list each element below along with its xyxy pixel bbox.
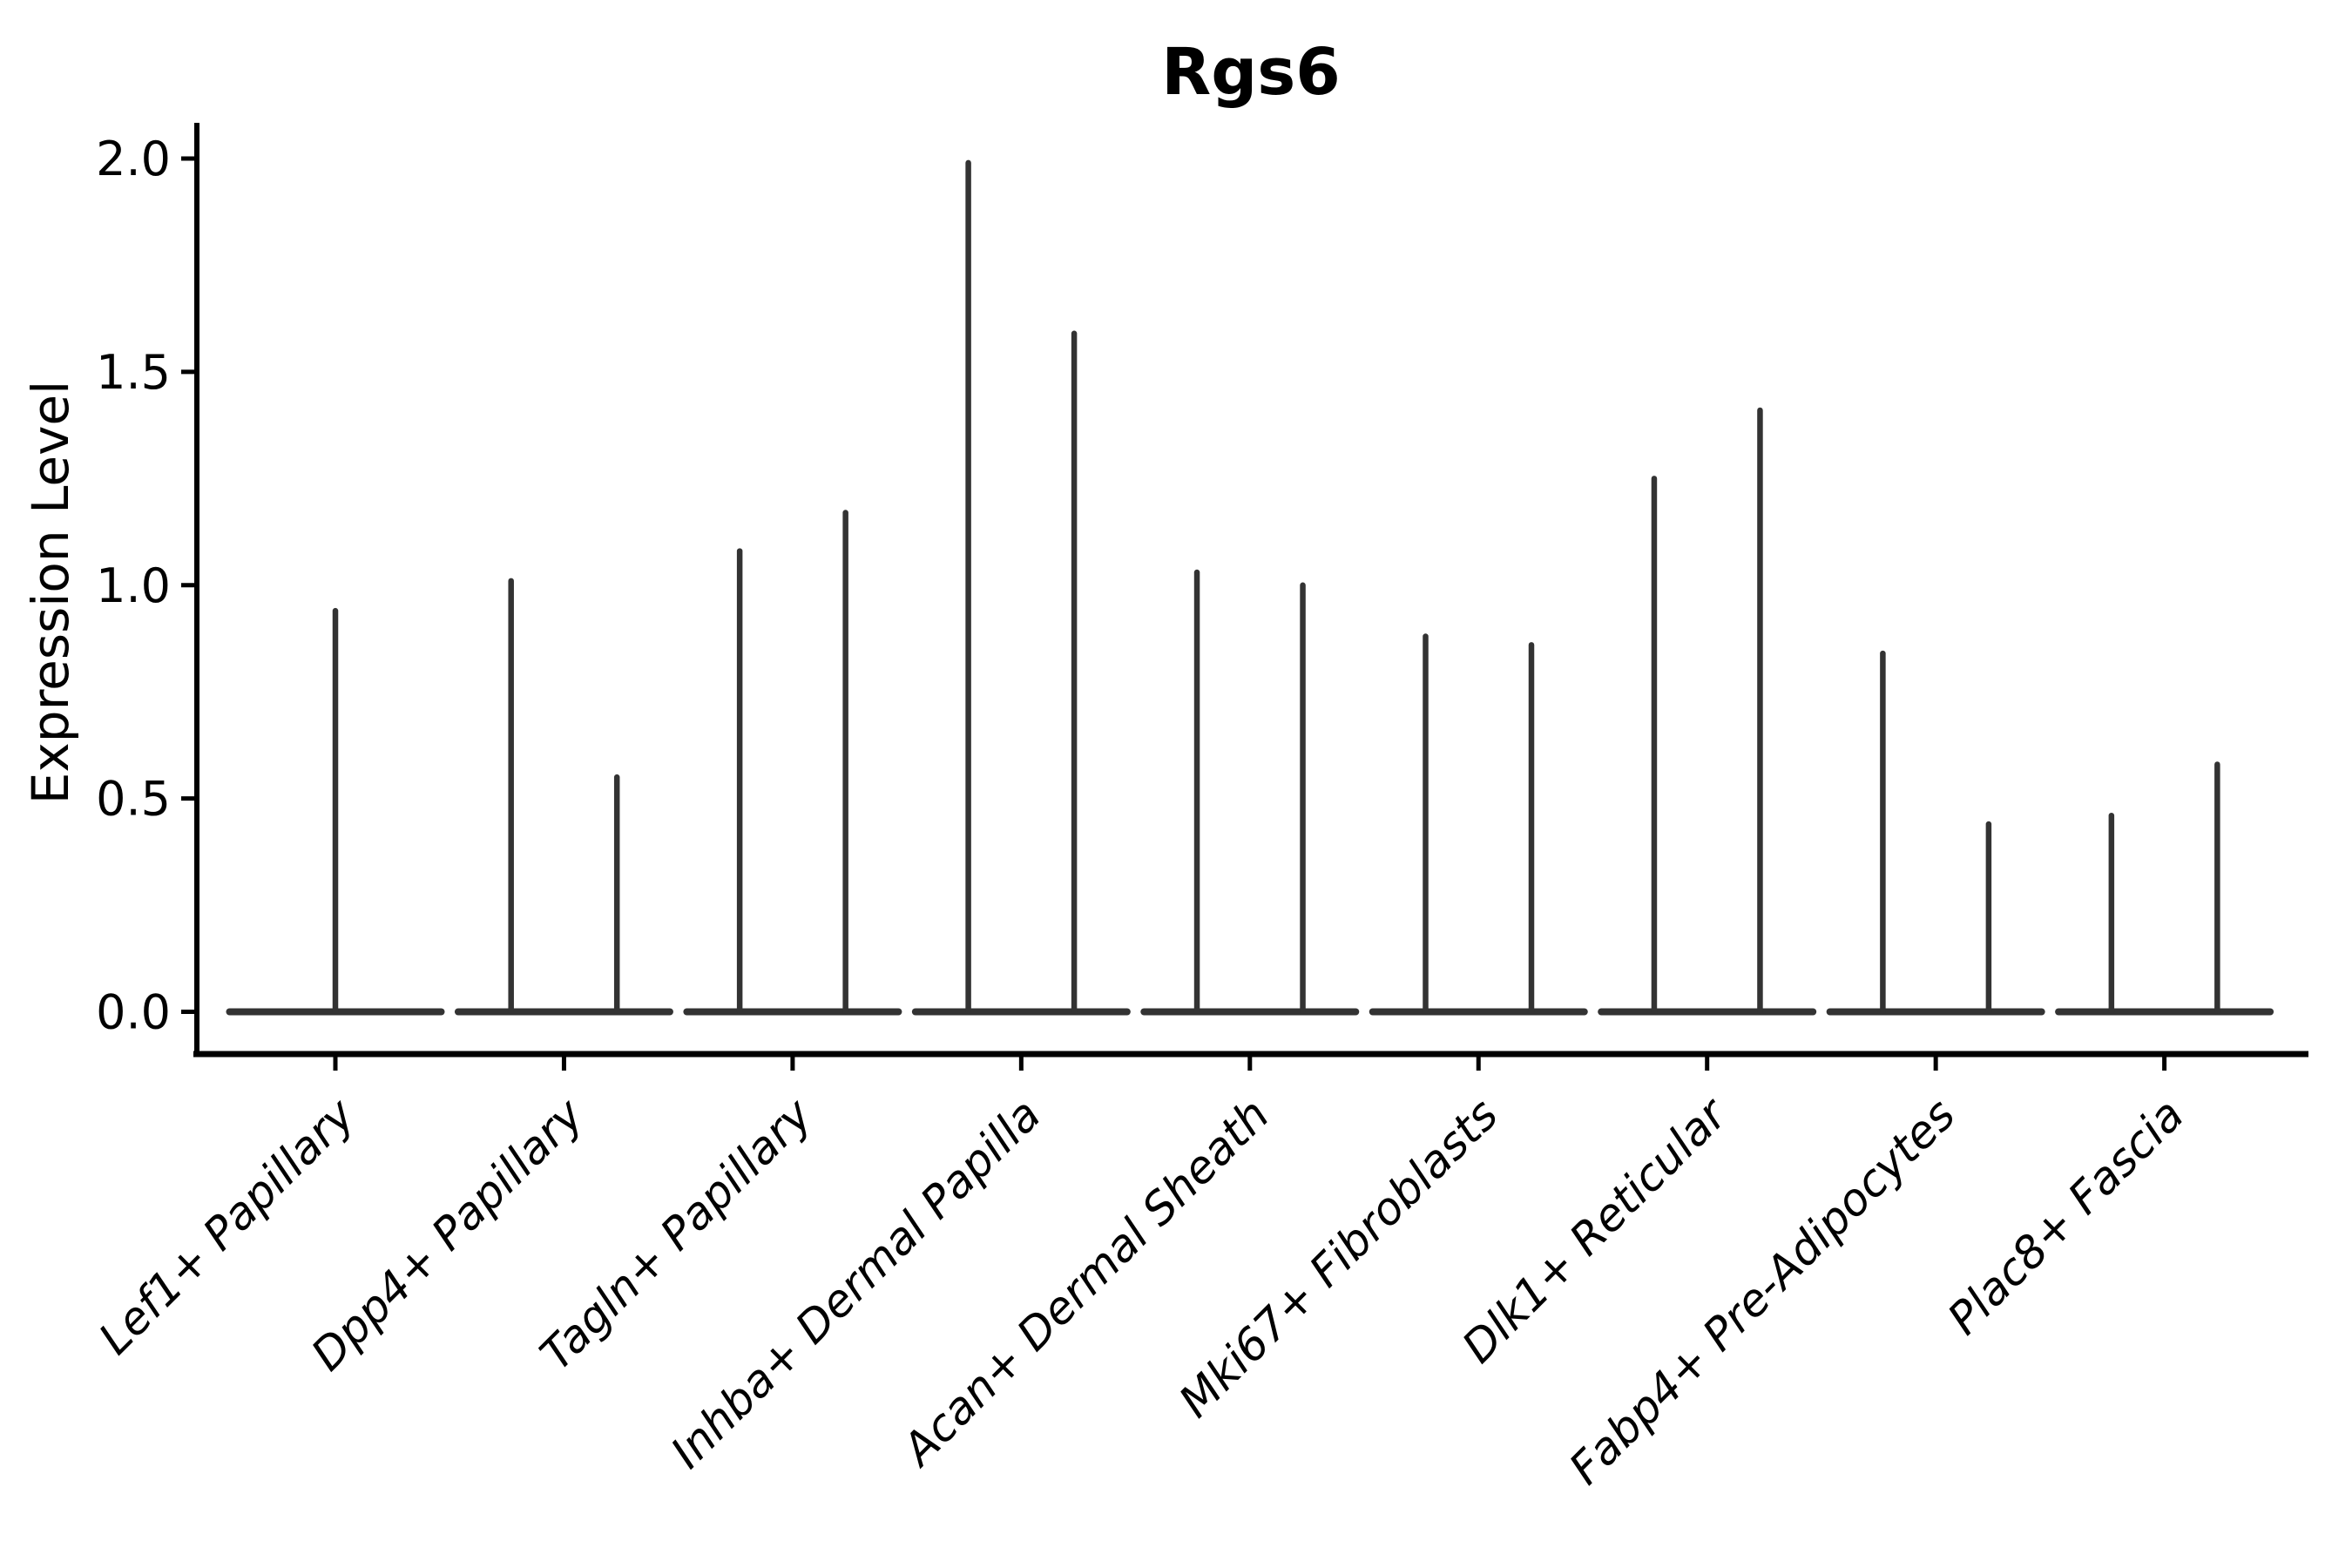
- axes: [193, 123, 2308, 1058]
- y-tick-label: 2.0: [96, 132, 171, 186]
- x-tick-label: Acan+ Dermal Sheath: [891, 1089, 1279, 1477]
- y-tick-label: 0.0: [96, 985, 171, 1040]
- violins: [226, 159, 2274, 1016]
- x-tick-label: Inhba+ Dermal Papilla: [661, 1089, 1051, 1478]
- x-tick-label: Fabp4+ Pre-Adipocytes: [1560, 1089, 1966, 1495]
- y-tick-label: 1.0: [96, 558, 171, 613]
- y-tick-label: 1.5: [96, 345, 171, 400]
- y-axis-label: Expression Level: [21, 381, 80, 804]
- y-tick-label: 0.5: [96, 772, 171, 827]
- plot-title: Rgs6: [1161, 35, 1341, 110]
- x-tick-label: Plac8+ Fascia: [1938, 1089, 2194, 1345]
- y-axis-ticks: 0.0 0.5 1.0 1.5 2.0: [96, 132, 194, 1040]
